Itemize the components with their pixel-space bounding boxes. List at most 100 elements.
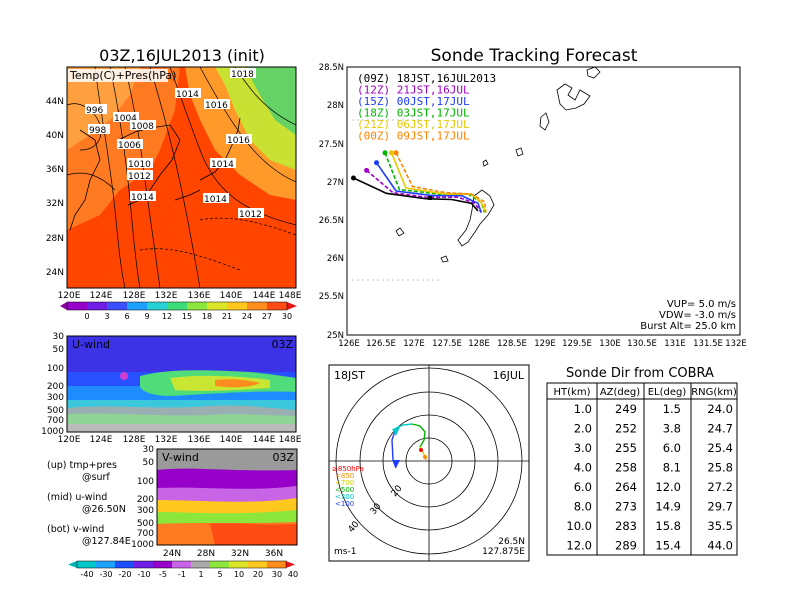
table-cell: 289 [615, 539, 637, 553]
note-line: @26.50N [82, 504, 126, 515]
table-cell: 1.5 [663, 402, 681, 416]
pressure-legend-item: ≥850hPa [332, 465, 364, 473]
isobar-label: 1014 [176, 90, 199, 100]
isobar-label: 1014 [204, 195, 227, 205]
table-header: AZ(deg) [600, 387, 640, 398]
colorbar-tick: -10 [137, 570, 150, 579]
p-tick: 200 [47, 382, 64, 392]
colorbar-tick: 21 [222, 312, 232, 321]
track-lat-tick: 26.5N [319, 216, 344, 226]
table-cell: 264 [615, 480, 637, 494]
polar-location-lon: 127.875E [482, 547, 525, 557]
table-cell: 15.8 [655, 519, 681, 533]
colorbar-tick: -30 [99, 570, 112, 579]
map-panel-label: Temp(C)+Pres(hPa) [69, 69, 176, 82]
pressure-legend-item: <850 [335, 472, 354, 480]
pressure-legend-item: <700 [335, 479, 354, 487]
table-cell: 12.0 [566, 539, 592, 553]
track-burst-point [393, 150, 399, 156]
p-tick: 50 [143, 458, 155, 468]
isobar-label: 1016 [205, 101, 228, 111]
colorbar-tick: 9 [144, 312, 149, 321]
lat-tick: 40N [46, 131, 64, 141]
track-lon-tick: 130.5E [627, 339, 657, 349]
track-line [375, 162, 483, 213]
lon-tick: 144E [253, 435, 276, 445]
isobar-label: 1012 [239, 210, 262, 220]
track-lon-tick: 131E [664, 339, 686, 349]
lon-tick: 148E [279, 291, 302, 301]
track-lon-tick: 128E [468, 339, 490, 349]
p-tick: 50 [53, 345, 65, 355]
table-cell: 14.9 [655, 500, 681, 514]
p-tick: 100 [137, 477, 154, 487]
track-legend-item: (18Z) 03JST,17JUL [357, 107, 470, 120]
v-wind-time: 03Z [272, 451, 294, 464]
pressure-legend-item: <100 [335, 500, 354, 508]
track-lon-tick: 131.5E [693, 339, 723, 349]
note-line: (up) tmp+pres [47, 460, 117, 471]
lat-tick: 32N [231, 549, 249, 559]
table-cell: 4.0 [574, 461, 592, 475]
polar-location-lat: 26.5N [498, 537, 525, 547]
isobar-label: 1014 [131, 193, 154, 203]
table-cell: 15.4 [655, 539, 681, 553]
lat-tick: 36N [265, 549, 283, 559]
p-tick: 200 [137, 495, 154, 505]
track-param: VDW= -3.0 m/s [659, 310, 736, 321]
colorbar-tick: 3 [104, 312, 109, 321]
lon-tick: 148E [279, 435, 302, 445]
u-wind-time: 03Z [271, 338, 293, 351]
track-lat-tick: 27N [327, 178, 344, 188]
track-lat-tick: 26N [327, 254, 344, 264]
isobar-label: 1016 [227, 136, 250, 146]
isobar-label: 1014 [211, 160, 234, 170]
lon-tick: 120E [58, 435, 81, 445]
lon-tick: 144E [253, 291, 276, 301]
track-lon-tick: 126E [338, 339, 360, 349]
track-burst-point [389, 150, 394, 156]
track-param: VUP= 5.0 m/s [667, 299, 736, 310]
track-line [353, 177, 479, 212]
table-cell: 258 [615, 461, 637, 475]
p-tick: 700 [47, 416, 64, 426]
v-wind-panel [157, 449, 297, 545]
table-cell: 283 [615, 519, 637, 533]
colorbar-tick: -5 [159, 570, 167, 579]
sonde-direction-table: HT(km) AZ(deg) EL(deg) RNG(km) 1.0 249 1.5… [546, 382, 738, 556]
p-tick: 500 [47, 406, 64, 416]
track-map-panel: (09Z) 18JST,16JUL2013(12Z) 21JST,16JUL(1… [346, 66, 741, 336]
p-tick: 30 [53, 332, 65, 342]
table-cell: 3.0 [574, 441, 592, 455]
isobar-label: 998 [89, 126, 106, 136]
isobar-label: 996 [86, 106, 103, 116]
track-lat-tick: 25.5N [319, 292, 344, 302]
p-tick: 1000 [131, 540, 154, 550]
polar-units: ms-1 [334, 547, 356, 557]
lon-tick: 128E [123, 291, 146, 301]
colorbar-tick: 5 [217, 570, 222, 579]
table-cell: 29.7 [707, 500, 733, 514]
track-lat-tick: 27.5N [319, 140, 344, 150]
lon-tick: 132E [155, 291, 178, 301]
table-cell: 8.0 [574, 500, 592, 514]
track-lon-tick: 128.5E [497, 339, 527, 349]
isobar-label: 1010 [128, 160, 151, 170]
isobar-label: 1008 [131, 122, 154, 132]
table-cell: 24.7 [707, 422, 733, 436]
launch-site-marker [428, 196, 432, 200]
track-lon-tick: 126.5E [366, 339, 396, 349]
colorbar-tick: 15 [182, 312, 192, 321]
p-tick: 1000 [41, 427, 64, 437]
table-cell: 10.0 [566, 519, 592, 533]
track-legend-item: (12Z) 21JST,16JUL [357, 84, 470, 97]
table-cell: 8.1 [663, 461, 681, 475]
colorbar-tick: -1 [178, 570, 186, 579]
p-tick: 300 [137, 506, 154, 516]
table-cell: 249 [615, 402, 637, 416]
lat-tick: 28N [197, 549, 215, 559]
note-line: (bot) v-wind [47, 524, 104, 535]
table-cell: 255 [615, 441, 637, 455]
track-burst-point [382, 150, 388, 156]
lon-tick: 120E [58, 291, 81, 301]
